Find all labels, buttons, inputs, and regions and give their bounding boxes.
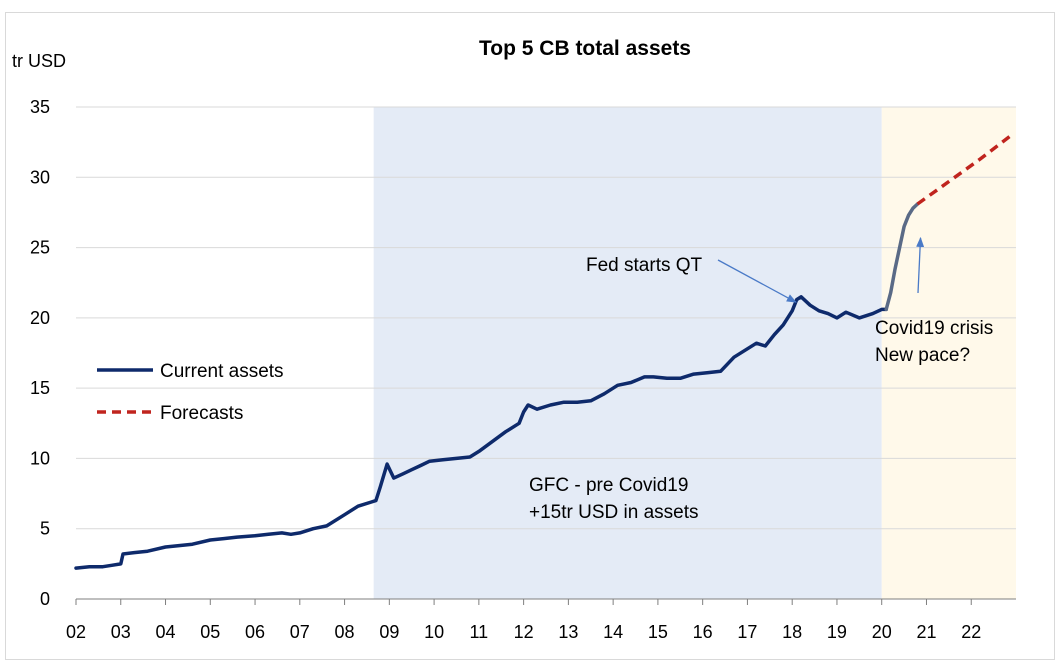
- y-axis-unit: tr USD: [12, 51, 66, 71]
- y-tick-label: 15: [30, 378, 50, 398]
- chart-frame: [5, 12, 1055, 660]
- x-tick-label: 11: [470, 622, 489, 642]
- series-line-2: [916, 133, 1013, 206]
- x-tick-label: 17: [737, 622, 757, 642]
- legend-label: Forecasts: [160, 403, 243, 424]
- x-tick-label: 05: [200, 622, 220, 642]
- x-tick-label: 12: [514, 622, 534, 642]
- shaded-region-0: [373, 107, 882, 599]
- series-line-1: [884, 202, 920, 312]
- x-tick-label: 04: [156, 622, 176, 642]
- series-line-0: [74, 295, 888, 570]
- annotation-gfc-line: GFC - pre Covid19: [529, 475, 688, 496]
- y-tick-label: 25: [30, 238, 50, 258]
- y-tick-label: 35: [30, 97, 50, 117]
- x-tick-label: 16: [693, 622, 713, 642]
- legend-label: Current assets: [160, 361, 284, 382]
- chart-title: Top 5 CB total assets: [479, 37, 691, 60]
- x-tick-label: 13: [558, 622, 578, 642]
- x-tick-label: 22: [961, 622, 981, 642]
- y-tick-label: 10: [30, 448, 50, 468]
- x-tick-label: 20: [872, 622, 892, 642]
- x-tick-label: 08: [335, 622, 355, 642]
- x-tick-label: 15: [648, 622, 668, 642]
- annotation-fed-qt: Fed starts QT: [586, 255, 703, 276]
- annotation-covid-line: Covid19 crisis: [875, 318, 993, 339]
- y-tick-label: 30: [30, 167, 50, 187]
- x-tick-label: 18: [782, 622, 802, 642]
- x-tick-label: 06: [245, 622, 265, 642]
- y-tick-label: 20: [30, 308, 50, 328]
- x-tick-label: 09: [379, 622, 399, 642]
- y-tick-label: 0: [40, 589, 50, 609]
- shaded-region-1: [881, 107, 1016, 599]
- x-tick-label: 02: [66, 622, 86, 642]
- annotation-covid-line: New pace?: [875, 345, 970, 366]
- x-tick-label: 10: [424, 622, 444, 642]
- x-tick-label: 03: [111, 622, 131, 642]
- annotation-gfc-line: +15tr USD in assets: [529, 502, 699, 523]
- annotation-arrow: [717, 259, 797, 303]
- y-tick-label: 5: [40, 519, 50, 539]
- x-tick-label: 14: [603, 622, 623, 642]
- x-tick-label: 07: [290, 622, 310, 642]
- annotation-arrow: [916, 236, 925, 294]
- x-tick-label: 19: [827, 622, 847, 642]
- x-tick-label: 21: [916, 622, 936, 642]
